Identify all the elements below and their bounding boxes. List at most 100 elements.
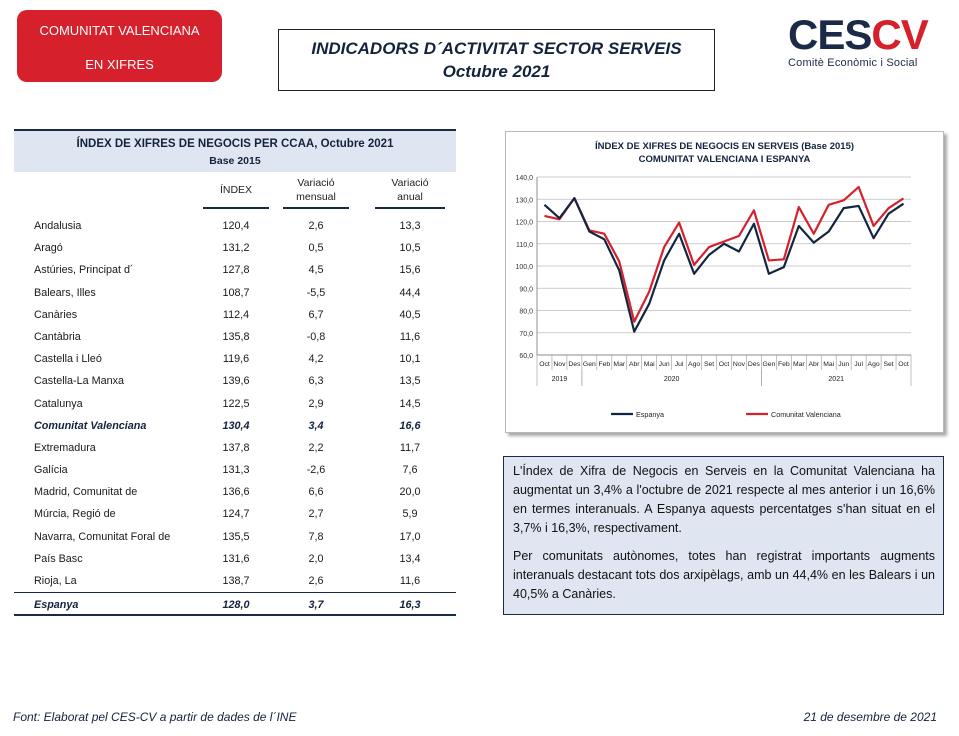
table-row: Comunitat Valenciana 130,4 3,4 16,6 bbox=[14, 415, 456, 437]
report-period: Octubre 2021 bbox=[442, 62, 551, 81]
cell-name: Múrcia, Regió de bbox=[34, 508, 116, 521]
chart-title-line2: COMUNITAT VALENCIANA I ESPANYA bbox=[638, 154, 811, 165]
x-tick-label: Mai bbox=[823, 361, 834, 368]
table-row: Rioja, La 138,7 2,6 11,6 bbox=[14, 570, 456, 592]
cell-mensual: 6,7 bbox=[308, 308, 324, 321]
table-row: Catalunya 122,5 2,9 14,5 bbox=[14, 393, 456, 415]
x-tick-label: Feb bbox=[778, 361, 790, 368]
cell-anual: 16,3 bbox=[399, 599, 421, 612]
x-tick-label: Set bbox=[883, 361, 893, 368]
cell-name: Castella-La Manxa bbox=[34, 375, 125, 388]
cell-name: Madrid, Comunitat de bbox=[34, 486, 138, 499]
cell-name: Astúries, Principat d´ bbox=[34, 264, 134, 277]
line-chart: 60,0 70,0 80,0 90,0 100,0 110,0 120,0 130,0 140,… bbox=[515, 175, 912, 419]
cell-index: 119,6 bbox=[222, 353, 250, 366]
cell-anual: 13,4 bbox=[399, 552, 421, 565]
table-row: País Basc 131,6 2,0 13,4 bbox=[14, 548, 456, 570]
cell-index: 139,6 bbox=[222, 375, 250, 388]
x-tick-label: Mar bbox=[613, 361, 625, 368]
cell-name: Castella i Lleó bbox=[34, 353, 102, 366]
cell-index: 108,7 bbox=[222, 286, 250, 299]
table-subtitle: Base 2015 bbox=[209, 155, 261, 167]
col-underline-mensual bbox=[283, 207, 349, 209]
cell-anual: 13,3 bbox=[399, 220, 421, 232]
y-tick-label: 80,0 bbox=[519, 309, 533, 316]
x-tick-label: Mai bbox=[644, 361, 655, 368]
cell-anual: 10,5 bbox=[399, 242, 421, 255]
table-row: Aragó 131,2 0,5 10,5 bbox=[14, 237, 456, 259]
col-underline-anual bbox=[375, 207, 445, 209]
col-header-anual-line2: anual bbox=[397, 191, 423, 203]
cell-anual: 17,0 bbox=[399, 530, 421, 543]
x-tick-label: Gen bbox=[762, 361, 775, 368]
table-separator bbox=[14, 592, 456, 593]
x-tick-label: Oct bbox=[898, 361, 909, 368]
table-row: Balears, Illes 108,7 -5,5 44,4 bbox=[14, 282, 456, 304]
table-row: Astúries, Principat d´ 127,8 4,5 15,6 bbox=[14, 259, 456, 281]
col-underline-index bbox=[203, 207, 269, 209]
cell-anual: 7,6 bbox=[402, 464, 418, 477]
cell-anual: 13,5 bbox=[399, 375, 421, 388]
col-header-anual: Variació anual bbox=[375, 176, 445, 204]
x-tick-label: Nov bbox=[733, 361, 746, 368]
cell-mensual: 3,7 bbox=[308, 599, 324, 612]
y-tick-label: 60,0 bbox=[519, 353, 533, 360]
x-tick-label: Ago bbox=[868, 361, 880, 368]
cell-name: Andalusia bbox=[34, 220, 82, 232]
col-header-mensual: Variació mensual bbox=[283, 176, 349, 204]
table-bottom-rule bbox=[14, 614, 456, 616]
y-tick-label: 140,0 bbox=[515, 175, 533, 182]
cell-mensual: 2,2 bbox=[308, 441, 324, 454]
summary-box: L'Índex de Xifra de Negocis en Serveis e… bbox=[503, 456, 944, 615]
cell-index: 131,6 bbox=[222, 552, 250, 565]
summary-paragraph-1: L'Índex de Xifra de Negocis en Serveis e… bbox=[513, 464, 935, 535]
table-row: Castella i Lleó 119,6 4,2 10,1 bbox=[14, 348, 456, 370]
logo-mark: CESCV bbox=[788, 14, 929, 56]
cell-name: País Basc bbox=[34, 552, 83, 565]
series-line-espanya bbox=[543, 197, 905, 333]
year-label: 2019 bbox=[552, 376, 568, 383]
cell-anual: 11,6 bbox=[399, 330, 421, 343]
cell-name: Espanya bbox=[34, 599, 79, 612]
cell-mensual: 2,6 bbox=[308, 575, 324, 587]
x-tick-label: Jul bbox=[675, 361, 684, 368]
cell-index: 137,8 bbox=[222, 441, 250, 454]
cell-name: Cantàbria bbox=[34, 330, 81, 343]
cell-index: 127,8 bbox=[222, 264, 250, 277]
cescv-logo: CESCV Comitè Econòmic i Social bbox=[788, 14, 929, 74]
table-row: Cantàbria 135,8 -0,8 11,6 bbox=[14, 326, 456, 348]
cell-index: 131,3 bbox=[222, 464, 250, 477]
y-tick-label: 100,0 bbox=[515, 264, 533, 271]
cell-anual: 10,1 bbox=[399, 353, 421, 366]
table-row: Andalusia 120,4 2,6 13,3 bbox=[14, 215, 456, 237]
publication-date: 21 de desembre de 2021 bbox=[803, 710, 937, 724]
cell-index: 130,4 bbox=[222, 419, 250, 432]
logo-subtitle: Comitè Econòmic i Social bbox=[788, 57, 918, 69]
x-tick-label: Gen bbox=[583, 361, 596, 368]
x-tick-label: Des bbox=[748, 361, 761, 368]
y-tick-label: 110,0 bbox=[516, 242, 533, 249]
cell-index: 124,7 bbox=[222, 508, 250, 521]
table-body: Andalusia 120,4 2,6 13,3 Aragó 131,2 0,5 10,5 As… bbox=[14, 215, 456, 616]
col-header-index-label: ÍNDEX bbox=[219, 184, 253, 196]
x-tick-label: Des bbox=[568, 361, 581, 368]
cell-mensual: 2,6 bbox=[308, 220, 324, 232]
cell-name: Aragó bbox=[34, 242, 63, 255]
chart-panel: ÍNDEX DE XIFRES DE NEGOCIS EN SERVEIS (B… bbox=[505, 131, 944, 433]
cell-anual: 11,6 bbox=[399, 575, 421, 587]
cell-name: Navarra, Comunitat Foral de bbox=[34, 530, 171, 543]
x-tick-label: Jul bbox=[854, 361, 863, 368]
table-row: Galícia 131,3 -2,6 7,6 bbox=[14, 459, 456, 481]
cell-index: 138,7 bbox=[222, 575, 250, 587]
x-tick-label: Oct bbox=[719, 361, 730, 368]
table-row: Múrcia, Regió de 124,7 2,7 5,9 bbox=[14, 503, 456, 525]
cell-mensual: -0,8 bbox=[306, 330, 326, 343]
col-header-index: ÍNDEX bbox=[203, 183, 269, 197]
cell-name: Galícia bbox=[34, 464, 68, 477]
col-header-mensual-line2: mensual bbox=[296, 191, 336, 203]
cell-index: 112,4 bbox=[222, 308, 250, 321]
cell-anual: 20,0 bbox=[399, 486, 421, 499]
table-row: Madrid, Comunitat de 136,6 6,6 20,0 bbox=[14, 481, 456, 503]
cell-name: Canàries bbox=[34, 308, 78, 321]
cell-anual: 15,6 bbox=[399, 264, 421, 277]
